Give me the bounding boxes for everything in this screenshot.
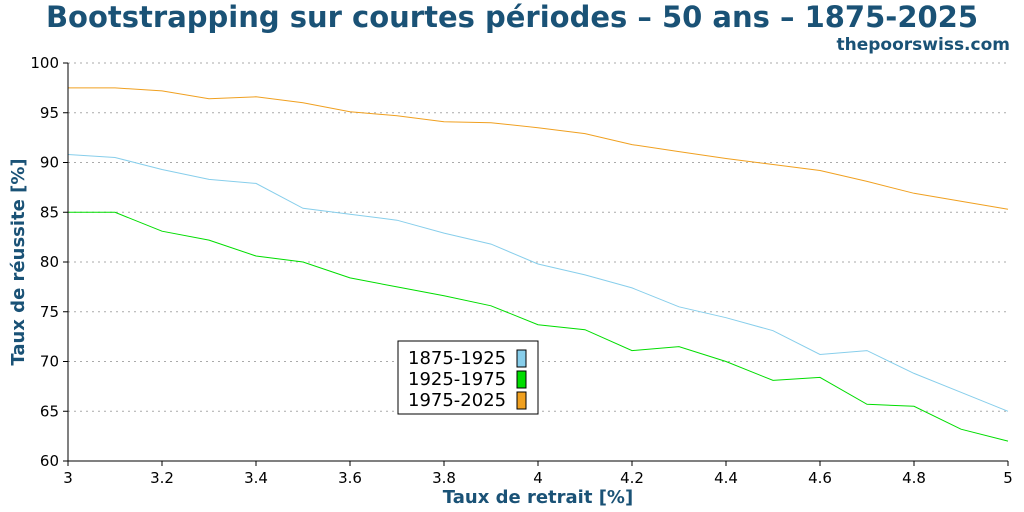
- x-tick-label: 3.2: [150, 469, 174, 487]
- legend-entry-label: 1875-1925: [408, 348, 506, 369]
- x-tick-label: 3.4: [244, 469, 268, 487]
- x-tick-label: 4.8: [902, 469, 926, 487]
- x-tick-label: 4: [533, 469, 543, 487]
- y-tick-label: 80: [40, 253, 59, 271]
- x-tick-label: 3: [63, 469, 73, 487]
- y-tick-label: 65: [40, 402, 59, 420]
- x-tick-label: 3.8: [432, 469, 456, 487]
- legend-swatch: [516, 391, 527, 410]
- legend-swatch: [516, 349, 527, 368]
- series-line-2: [68, 87, 1009, 210]
- y-tick-label: 100: [30, 54, 59, 72]
- y-axis-label: Taux de réussite [%]: [8, 158, 29, 365]
- x-tick-label: 3.6: [338, 469, 362, 487]
- y-tick-label: 75: [40, 303, 59, 321]
- y-tick-label: 90: [40, 154, 59, 172]
- y-tick-label: 85: [40, 203, 59, 221]
- x-tick-label: 4.4: [714, 469, 738, 487]
- chart-title: Bootstrapping sur courtes périodes – 50 …: [45, 0, 979, 34]
- x-axis-label: Taux de retrait [%]: [443, 487, 633, 508]
- legend-entry-label: 1925-1975: [408, 369, 506, 390]
- legend-entry-label: 1975-2025: [408, 390, 506, 411]
- series-line-0: [67, 154, 1009, 412]
- x-tick-label: 4.2: [620, 469, 644, 487]
- chart-subtitle: thepoorswiss.com: [836, 35, 1011, 55]
- series-line-1: [68, 211, 1009, 442]
- y-tick-label: 95: [40, 104, 59, 122]
- x-tick-label: 4.6: [808, 469, 832, 487]
- legend-swatch: [516, 370, 527, 389]
- y-tick-label: 70: [40, 353, 59, 371]
- series-lines: [67, 87, 1009, 442]
- legend-box: [397, 340, 539, 415]
- y-tick-label: 60: [40, 452, 59, 470]
- x-ticks: 3 3.2 3.4 3.6 3.8 4 4.2 4.4 4.6 4.8 5: [63, 461, 1013, 487]
- x-tick-label: 5: [1003, 469, 1013, 487]
- y-ticks: 60 65 70 75 80 85 90 95 100: [30, 54, 68, 470]
